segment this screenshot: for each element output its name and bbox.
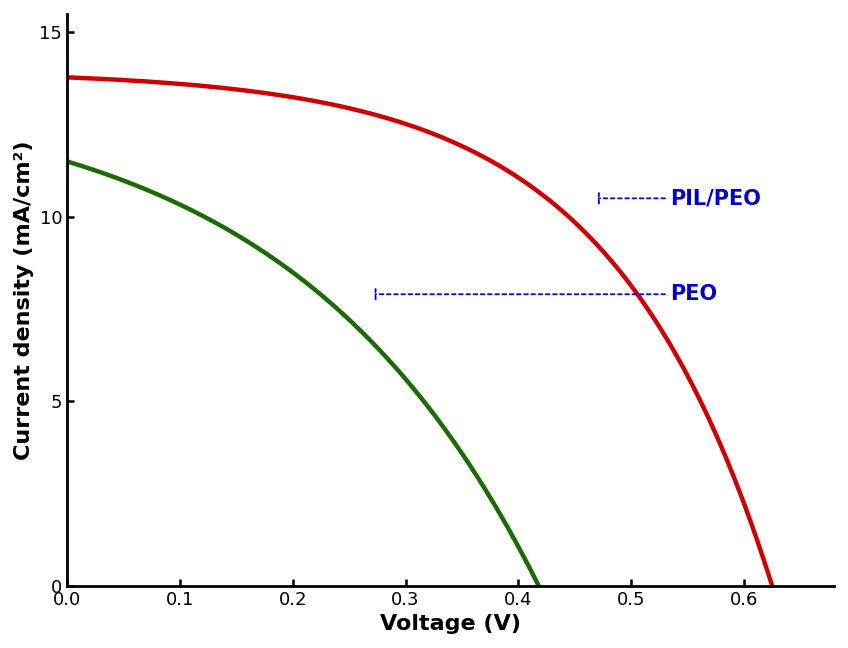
Y-axis label: Current density (mA/cm²): Current density (mA/cm²)	[14, 140, 34, 459]
Text: PEO: PEO	[376, 284, 717, 305]
X-axis label: Voltage (V): Voltage (V)	[380, 614, 522, 634]
Text: PIL/PEO: PIL/PEO	[599, 189, 762, 209]
